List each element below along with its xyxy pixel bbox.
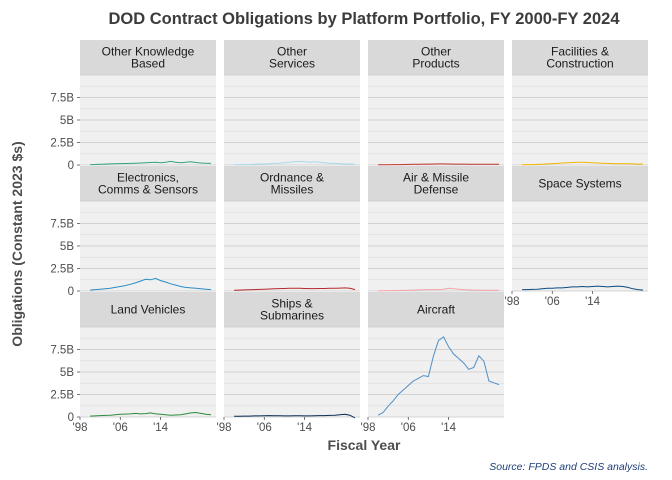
y-tick-label: 2.5B (50, 138, 74, 150)
series-line (378, 163, 499, 166)
y-tick-label: 5B (60, 241, 74, 253)
facet-strip-label: Space Systems (538, 177, 621, 191)
x-tick-label: '06 (401, 422, 416, 434)
y-tick-label: 0 (68, 286, 74, 298)
facet-strip-label: Services (269, 57, 315, 71)
facet-strip-label: Based (131, 57, 165, 71)
facet-strip-label: Electronics, (117, 171, 179, 185)
chart-title: DOD Contract Obligations by Platform Por… (109, 10, 621, 28)
x-tick-label: '98 (217, 422, 232, 434)
series-line (522, 285, 644, 291)
x-tick-label: '14 (153, 422, 169, 434)
facet-strip-label: Aircraft (417, 303, 456, 317)
series-line (234, 160, 356, 166)
facet-panel: Land Vehicles 0 2.5B 5B 7.5B '98 '06 '14 (50, 292, 216, 434)
facet-strip-label: Other Knowledge (102, 45, 195, 59)
facet-panel: Facilities &Construction (512, 40, 648, 166)
facet-strip-label: Ships & (271, 297, 312, 311)
facet-panel: Ships &Submarines '98 '06 '14 (217, 292, 360, 434)
x-tick-label: '98 (73, 422, 88, 434)
facet-strip-label: Land Vehicles (111, 303, 186, 317)
series-line (90, 160, 212, 166)
facet-strip-label: Comms & Sensors (98, 183, 198, 197)
facet-strip-label: Submarines (260, 309, 324, 323)
y-tick-label: 2.5B (50, 390, 74, 402)
y-tick-label: 7.5B (50, 219, 74, 231)
y-tick-label: 0 (68, 160, 74, 172)
facet-panel: Aircraft '98 '06 '14 (361, 292, 504, 434)
facet-panel: Space Systems '98 '06 '14 (505, 166, 648, 308)
facet-panel: Electronics,Comms & Sensors 0 2.5B 5B 7.5B (50, 166, 216, 298)
facet-strip-label: Other (421, 45, 451, 59)
x-tick-label: '14 (297, 422, 313, 434)
facet-strip (80, 292, 216, 327)
facet-strip (368, 166, 504, 201)
facet-panel: Ordnance &Missiles (224, 166, 360, 292)
y-tick-label: 0 (68, 412, 74, 424)
facet-strip-label: Construction (546, 57, 613, 71)
series-line (377, 336, 500, 416)
x-tick-label: '14 (441, 422, 457, 434)
series-line (234, 287, 356, 291)
y-axis-title: Obligations (Constant 2023 $s) (9, 141, 25, 346)
x-tick-label: '98 (361, 422, 376, 434)
series-line (90, 411, 212, 417)
series-line (90, 277, 212, 291)
facet-strip (224, 292, 360, 327)
series-line (234, 413, 356, 419)
x-axis-title: Fiscal Year (328, 437, 401, 453)
facet-strip (224, 40, 360, 75)
series-line (378, 287, 500, 292)
y-tick-label: 5B (60, 115, 74, 127)
x-tick-label: '14 (585, 296, 601, 308)
series-line (522, 161, 643, 166)
facet-grid: Other KnowledgeBased02.5B5B7.5BOtherServ… (50, 40, 648, 434)
facet-strip-label: Facilities & (551, 45, 609, 59)
x-tick-label: '06 (257, 422, 272, 434)
facet-strip (368, 292, 504, 327)
y-tick-label: 2.5B (50, 264, 74, 276)
facet-strip (512, 166, 648, 201)
facet-strip-label: Products (412, 57, 459, 71)
x-tick-label: '06 (113, 422, 128, 434)
y-tick-label: 7.5B (50, 345, 74, 357)
y-tick-label: 7.5B (50, 93, 74, 105)
facet-strip (80, 166, 216, 201)
source-caption: Source: FPDS and CSIS analysis. (489, 461, 648, 473)
facet-strip-label: Ordnance & (260, 171, 324, 185)
x-tick-label: '06 (545, 296, 560, 308)
facet-strip-label: Defense (414, 183, 459, 197)
facet-strip-label: Other (277, 45, 307, 59)
facet-strip (512, 40, 648, 75)
facet-strip (368, 40, 504, 75)
y-tick-label: 5B (60, 367, 74, 379)
facet-strip-label: Missiles (271, 183, 314, 197)
facet-strip (224, 166, 360, 201)
facet-strip (80, 40, 216, 75)
x-tick-label: '98 (505, 296, 520, 308)
facet-strip-label: Air & Missile (403, 171, 469, 185)
